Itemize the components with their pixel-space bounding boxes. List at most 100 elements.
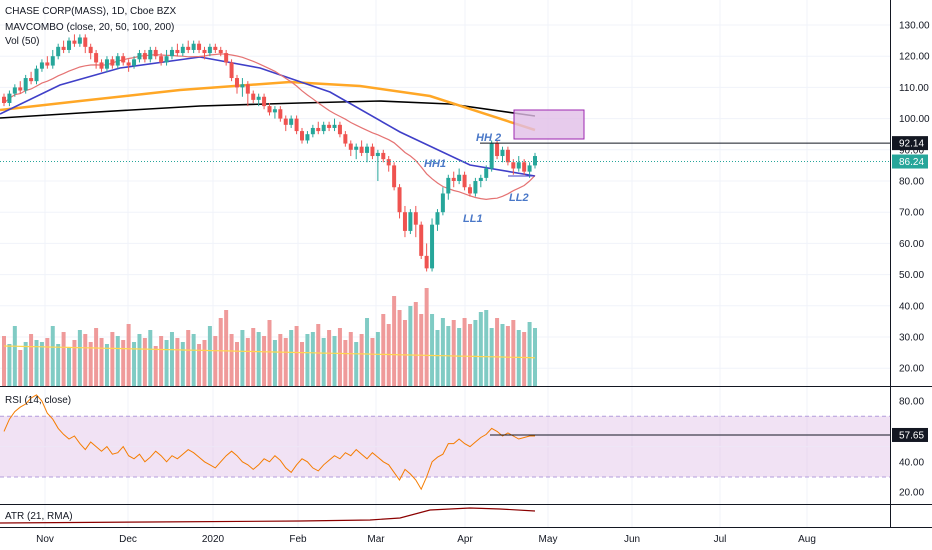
volume-bar [251,328,256,386]
candle-body [348,143,353,150]
volume-bar [495,318,500,386]
candle-body [213,46,218,50]
candle-body [365,146,370,153]
price-tick-label: 130.00 [899,21,930,32]
candle-body [337,124,342,135]
symbol-legend[interactable]: CHASE CORP(MASS), 1D, Cboe BZX [5,6,177,17]
volume-bar [337,328,342,386]
candle-body [164,56,169,63]
volume-bar [462,318,467,386]
volume-bar [88,342,93,386]
volume-bar [533,328,537,386]
volume-bar [310,332,315,386]
volume-bar [381,314,386,386]
volume-bar [77,330,82,386]
candle-body [121,56,126,63]
rsi-tick-label: 20.00 [899,488,924,499]
rsi-tick-label: 40.00 [899,457,924,468]
volume-bar [348,332,353,386]
candle-body [191,43,196,50]
time-tick-label: Jul [714,534,727,545]
candle-body [505,149,510,163]
volume-bar [39,342,44,386]
candle-body [67,40,72,50]
time-tick-label: Dec [119,534,137,545]
resistance-price-tag-text: 92.14 [899,139,924,150]
price-tick-label: 60.00 [899,239,924,250]
volume-bar [289,330,294,386]
candle-body [397,187,402,213]
volume-bar [153,346,158,386]
rsi-legend[interactable]: RSI (14, close) [5,395,72,406]
candle-body [39,62,44,69]
volume-bar [207,326,212,386]
annotation-label: HH1 [424,158,446,170]
candle-body [72,40,77,44]
candle-body [424,255,429,269]
volume-bar [300,342,305,386]
volume-bar [148,330,153,386]
volume-bar [202,340,207,386]
volume-bar [359,334,364,386]
volume-ma-line [3,345,536,359]
rsi-level-tag [892,427,928,442]
time-tick-label: Mar [367,534,385,545]
candle-body [148,49,153,60]
volume-bar [218,318,223,386]
candle-body [511,162,516,169]
mavcombo-legend[interactable]: MAVCOMBO (close, 20, 50, 100, 200) [5,22,175,33]
volume-bar [229,334,234,386]
price-tick-label: 40.00 [899,301,924,312]
volume-bar [478,312,483,386]
candle-body [7,93,12,103]
candle-body [408,212,413,231]
candle-body [462,174,467,188]
candle-body [478,177,483,181]
candle-body [332,124,337,128]
volume-bar [159,336,164,386]
annotation-label: LL1 [463,213,483,225]
time-tick-label: Nov [36,534,54,545]
volume-bar [2,336,6,386]
price-tick-label: 120.00 [899,52,930,63]
candle-body [180,46,185,54]
candle-body [321,124,326,132]
candle-body [516,162,521,169]
volume-bar [99,338,104,386]
candle-body [12,87,17,94]
candle-body [500,149,505,157]
volume-bar [392,296,397,386]
atr-legend[interactable]: ATR (21, RMA) [5,511,73,522]
volume-bar [191,334,196,386]
candle-body [2,96,6,103]
volume-bar [522,332,527,386]
volume-bar [18,350,23,386]
candle-body [94,53,99,63]
atr-line [0,507,536,524]
candle-body [153,49,158,57]
rsi-level-tag-text: 57.65 [899,430,924,441]
time-tick-label: Aug [798,534,816,545]
volume-legend[interactable]: Vol (50) [5,36,40,47]
ma200-line [0,100,536,119]
candle-body [132,59,137,66]
candle-body [99,62,104,69]
volume-bar [294,326,299,386]
candle-body [23,78,28,91]
volume-bar [12,326,17,386]
time-tick-label: Apr [457,534,473,545]
candle-body [419,224,424,256]
volume-bar [45,338,50,386]
candle-body [310,127,315,135]
candle-body [234,78,239,88]
volume-bar [72,340,77,386]
candle-body [522,162,527,172]
annotation-label: LL2 [509,192,529,204]
candle-body [375,152,380,157]
volume-bar [424,288,429,386]
last-price-tag [892,154,928,169]
candle-body [305,134,310,141]
candle-body [495,143,500,157]
candle-body [251,93,256,100]
volume-bar [186,330,191,386]
